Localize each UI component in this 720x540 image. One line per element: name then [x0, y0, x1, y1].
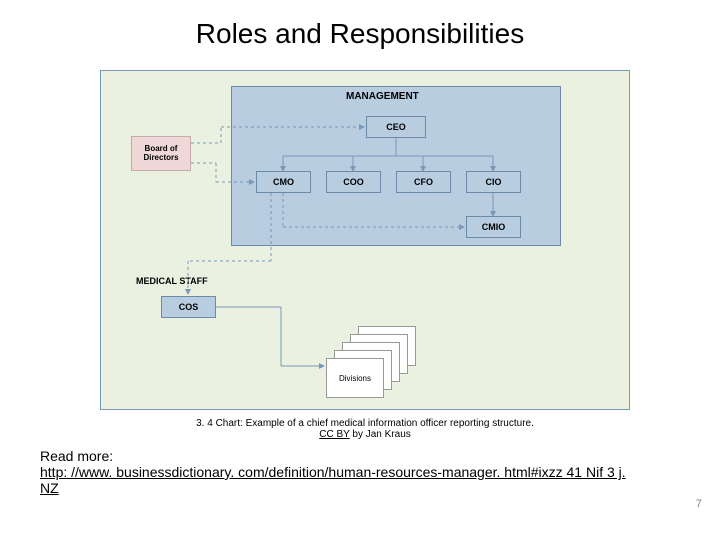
node-cmo: CMO — [256, 171, 311, 193]
node-cos: COS — [161, 296, 216, 318]
read-more-label: Read more: — [40, 448, 113, 464]
division-card-front: Divisions — [326, 358, 384, 398]
management-label: MANAGEMENT — [346, 91, 419, 102]
page-number: 7 — [696, 498, 702, 510]
node-coo: COO — [326, 171, 381, 193]
read-more: Read more: http: //www. businessdictiona… — [40, 448, 640, 496]
slide-title: Roles and Responsibilities — [0, 0, 720, 50]
cc-license-link[interactable]: CC BY — [319, 429, 349, 440]
node-cfo: CFO — [396, 171, 451, 193]
divisions-stack: Divisions — [326, 326, 426, 406]
caption-text: 3. 4 Chart: Example of a chief medical i… — [196, 418, 534, 429]
medical-staff-label: MEDICAL STAFF — [136, 276, 208, 286]
node-cmio: CMIO — [466, 216, 521, 238]
node-ceo: CEO — [366, 116, 426, 138]
figure-caption: 3. 4 Chart: Example of a chief medical i… — [150, 418, 580, 440]
node-board: Board of Directors — [131, 136, 191, 171]
node-cio: CIO — [466, 171, 521, 193]
read-more-link[interactable]: http: //www. businessdictionary. com/def… — [40, 464, 626, 496]
org-chart: MANAGEMENT CEO CMO COO CFO CIO CMIO Boar… — [100, 70, 630, 410]
caption-author: by Jan Kraus — [350, 429, 411, 440]
